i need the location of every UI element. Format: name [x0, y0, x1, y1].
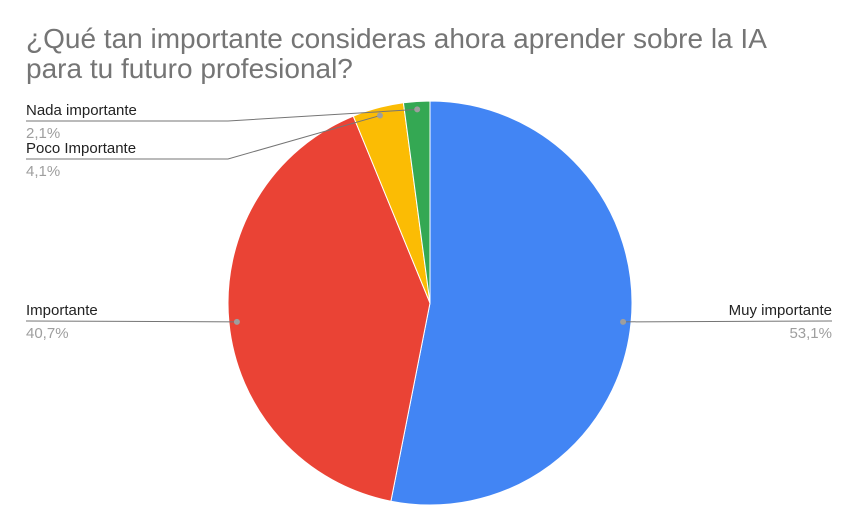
slice-label-importante: Importante [26, 302, 98, 319]
pie-slice-nada-importante[interactable] [402, 100, 431, 304]
leader-line-nada-importante [26, 108, 418, 122]
pie-labels: Muy importante 53,1% Importante 40,7% Poco I… [25, 102, 833, 342]
slice-label-poco-importante: Poco Importante [26, 140, 136, 157]
leader-line-importante [25, 320, 237, 323]
leader-dot-poco-importante [376, 112, 383, 119]
slice-value-nada-importante: 2,1% [26, 125, 60, 142]
chart-title: ¿Qué tan importante consideras ahora apr… [26, 23, 766, 84]
leader-dot-importante [233, 318, 240, 325]
leader-dot-nada-importante [414, 106, 421, 113]
pie-slice-muy-importante[interactable] [390, 100, 633, 506]
pie-slices [227, 100, 633, 506]
slice-value-importante: 40,7% [26, 325, 69, 342]
slice-label-nada-importante: Nada importante [26, 102, 137, 119]
slice-value-poco-importante: 4,1% [26, 163, 60, 180]
slice-value-muy-importante: 53,1% [789, 325, 832, 342]
leader-line-muy-importante [623, 320, 833, 323]
leader-dot-muy-importante [620, 318, 627, 325]
leader-line-poco-importante [26, 115, 381, 160]
pie-slice-importante[interactable] [227, 115, 431, 502]
slice-label-muy-importante: Muy importante [729, 302, 832, 319]
